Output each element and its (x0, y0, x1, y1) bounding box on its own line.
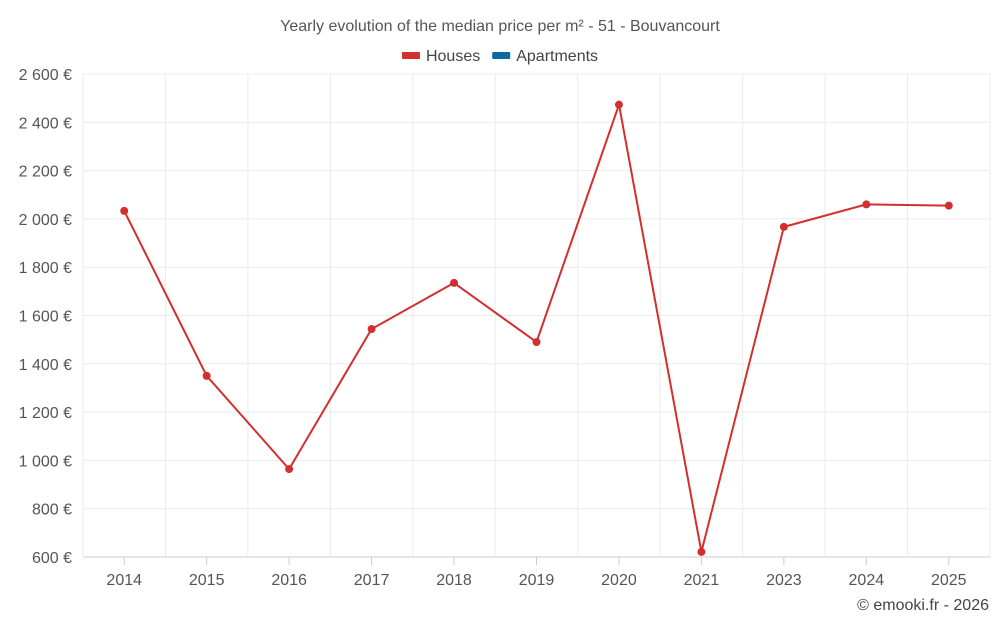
chart-title: Yearly evolution of the median price per… (280, 18, 720, 35)
data-point[interactable] (862, 200, 871, 209)
y-tick-label: 1 400 € (19, 357, 72, 374)
x-tick-label: 2017 (354, 572, 390, 589)
y-tick-label: 800 € (32, 502, 72, 519)
data-point[interactable] (120, 206, 129, 215)
legend-swatch (492, 52, 511, 59)
data-point[interactable] (944, 201, 953, 210)
grid (82, 73, 991, 558)
y-tick-label: 600 € (32, 550, 72, 567)
data-point[interactable] (532, 338, 541, 347)
x-tick-label: 2019 (519, 572, 555, 589)
y-tick-label: 2 000 € (19, 212, 72, 229)
y-tick-label: 2 200 € (19, 164, 72, 181)
x-tick-label: 2014 (106, 572, 142, 589)
y-tick-label: 1 800 € (19, 260, 72, 277)
x-tick-label: 2025 (931, 572, 967, 589)
x-tick-label: 2020 (601, 572, 637, 589)
y-tick-label: 1 600 € (19, 309, 72, 326)
legend-swatch (401, 52, 420, 59)
data-point[interactable] (450, 278, 459, 287)
legend-item-houses[interactable]: Houses (401, 48, 480, 65)
x-tick-label: 2021 (684, 572, 720, 589)
data-point[interactable] (367, 325, 376, 334)
legend-label: Apartments (516, 48, 598, 65)
x-tick-label: 2018 (436, 572, 472, 589)
x-tick-label: 2023 (766, 572, 802, 589)
y-tick-label: 2 600 € (19, 67, 72, 84)
legend-label: Houses (426, 48, 480, 65)
legend-item-apartments[interactable]: Apartments (492, 48, 598, 65)
x-tick-label: 2024 (849, 572, 885, 589)
series-layer (120, 100, 953, 556)
data-point[interactable] (285, 465, 294, 474)
data-point[interactable] (202, 371, 211, 380)
data-point[interactable] (614, 100, 623, 109)
credit-text: © emooki.fr - 2026 (857, 597, 989, 614)
y-tick-label: 1 200 € (19, 405, 72, 422)
data-point[interactable] (779, 222, 788, 231)
axes: 600 € 800 € 1 000 € 1 200 € 1 400 € 1 600 € 1 … (19, 67, 967, 589)
legend: Houses Apartments (401, 48, 598, 65)
data-point[interactable] (697, 547, 706, 556)
y-tick-label: 2 400 € (19, 115, 72, 132)
y-tick-label: 1 000 € (19, 453, 72, 470)
x-tick-label: 2016 (271, 572, 307, 589)
x-tick-label: 2015 (189, 572, 225, 589)
